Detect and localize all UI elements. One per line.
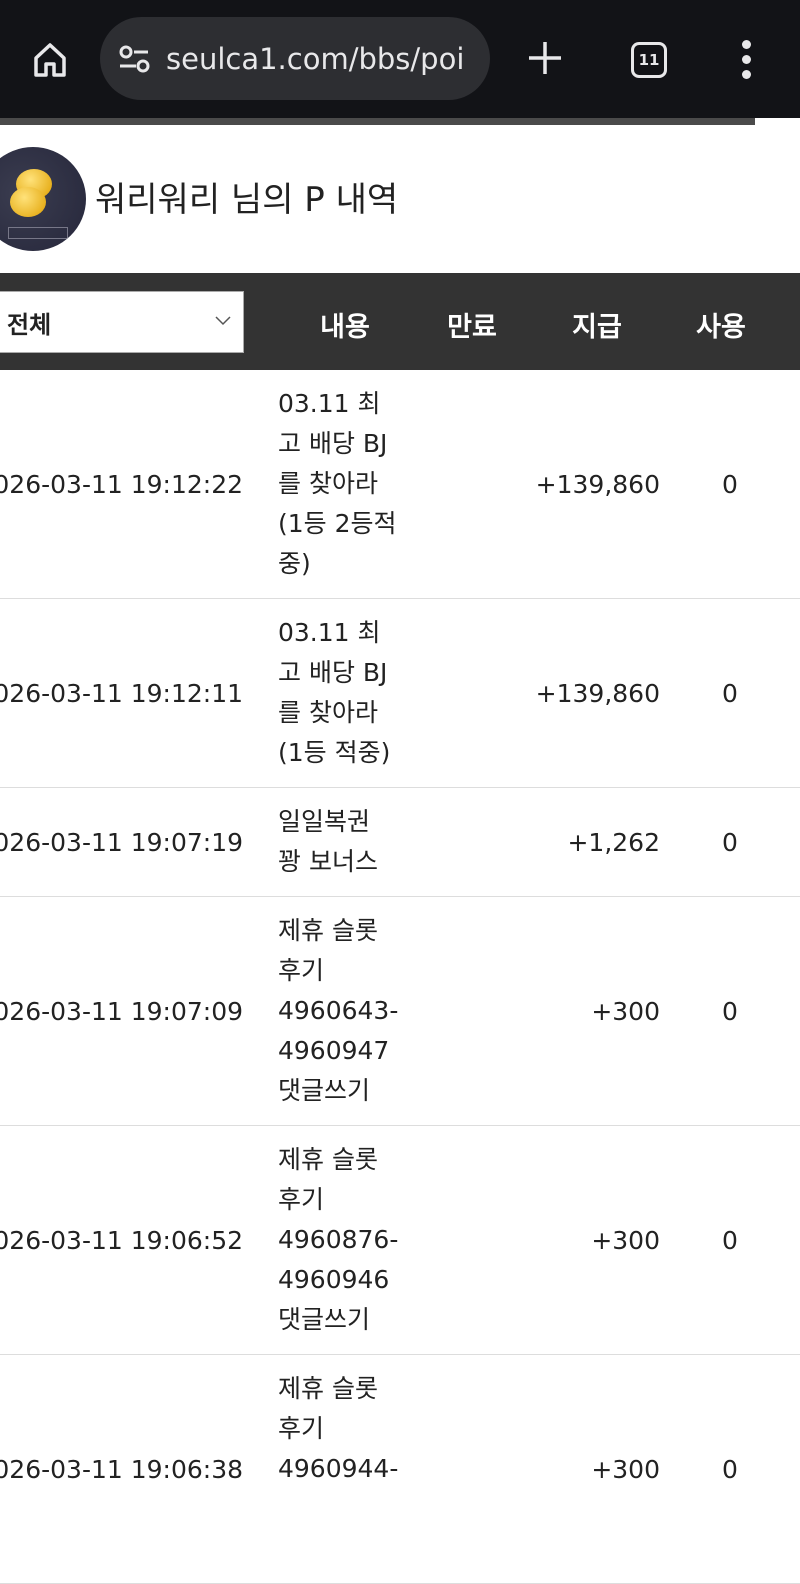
date-text: 2026-03-11 19:06:52 — [0, 1225, 243, 1255]
content-line: 제휴 슬롯 — [278, 1374, 378, 1403]
address-bar[interactable]: seulca1.com/bbs/poi — [100, 17, 490, 100]
paid-cell: +300 — [591, 1225, 660, 1255]
content-line: 4960946 — [278, 1265, 390, 1294]
header-content: 내용 — [320, 312, 370, 343]
tab-count: 11 — [638, 51, 660, 69]
content-line: 제휴 슬롯 — [278, 1145, 378, 1174]
content-line: 03.11 최 — [278, 618, 381, 647]
date-text: 2026-03-11 19:07:09 — [0, 996, 243, 1026]
date-text: 2026-03-11 19:12:11 — [0, 678, 243, 708]
content-line: 고 배당 BJ — [278, 429, 388, 458]
header-paid: 지급 — [572, 312, 622, 343]
page-load-progress — [0, 118, 755, 125]
filter-selected: 전체 — [7, 310, 52, 339]
content-line: 댓글쓰기 — [278, 1305, 371, 1334]
date-cell: 2026-03-11 19:06:52 — [0, 1226, 243, 1255]
site-settings-icon[interactable] — [118, 44, 152, 74]
content-line: (1등 2등적 — [278, 509, 397, 538]
header-used: 사용 — [696, 312, 746, 343]
content-line — [278, 1529, 403, 1569]
content-line: 꽝 보너스 — [278, 847, 378, 876]
used-cell: 0 — [722, 1225, 738, 1255]
date-cell: 2026-03-11 19:06:38 — [0, 1455, 243, 1484]
paid-cell: +1,262 — [567, 827, 660, 857]
content-line: 를 찾아라 — [278, 469, 378, 498]
content-line: 03.11 최 — [278, 389, 381, 418]
header-expiry: 만료 — [447, 312, 497, 343]
content-line: 후기 — [278, 1185, 325, 1214]
used-cell: 0 — [722, 827, 738, 857]
browser-toolbar: seulca1.com/bbs/poi 11 — [0, 0, 800, 118]
paid-cell: +300 — [591, 1454, 660, 1484]
date-cell: 2026-03-11 19:07:09 — [0, 997, 243, 1026]
content-line: (1등 적중) — [278, 738, 391, 767]
chevron-down-icon — [215, 316, 231, 326]
date-text: 2026-03-11 19:07:19 — [0, 827, 243, 857]
content-line: 4960944- — [278, 1454, 399, 1483]
used-cell: 0 — [722, 996, 738, 1026]
content-line: 후기 — [278, 1414, 325, 1443]
content-line: 댓글쓰기 — [278, 1076, 371, 1105]
content-line: 중) — [278, 549, 311, 578]
content-line: 제휴 슬롯 — [278, 916, 378, 945]
content-line: 4960643- — [278, 996, 399, 1025]
content-line: 후기 — [278, 956, 325, 985]
date-cell: 2026-03-11 19:07:19 — [0, 828, 243, 857]
content-line — [278, 1489, 403, 1529]
used-cell: 0 — [722, 469, 738, 499]
more-menu-icon[interactable] — [740, 40, 752, 80]
used-cell: 0 — [722, 678, 738, 708]
home-icon[interactable] — [30, 40, 70, 80]
content-line: 일일복권 — [278, 807, 371, 836]
tab-switcher-button[interactable]: 11 — [631, 42, 667, 78]
content-line: 4960876- — [278, 1225, 399, 1254]
date-cell: 2026-03-11 19:12:22 — [0, 470, 243, 499]
date-text: 2026-03-11 19:06:38 — [0, 1454, 243, 1484]
avatar — [0, 147, 86, 251]
date-cell: 2026-03-11 19:12:11 — [0, 679, 243, 708]
date-text: 2026-03-11 19:12:22 — [0, 469, 243, 499]
page-title: 워리워리 님의 P 내역 — [95, 180, 399, 220]
filter-select[interactable]: 전체 — [0, 291, 244, 353]
used-cell: 0 — [722, 1454, 738, 1484]
content-line: 고 배당 BJ — [278, 658, 388, 687]
new-tab-icon[interactable] — [525, 38, 565, 78]
paid-cell: +139,860 — [535, 678, 660, 708]
url-text: seulca1.com/bbs/poi — [166, 41, 465, 76]
content-line: 를 찾아라 — [278, 698, 378, 727]
paid-cell: +300 — [591, 996, 660, 1026]
content-line: 4960947 — [278, 1036, 390, 1065]
paid-cell: +139,860 — [535, 469, 660, 499]
